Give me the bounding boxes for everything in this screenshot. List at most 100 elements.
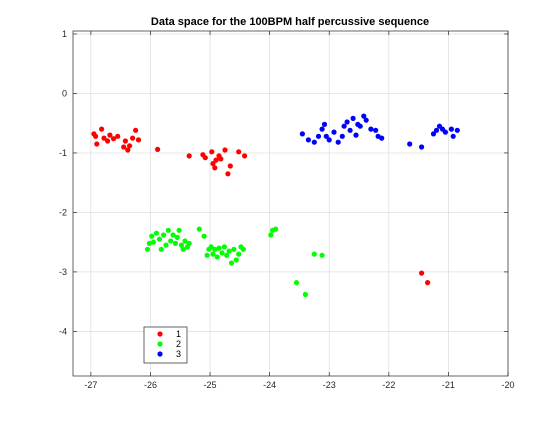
- data-point: [339, 133, 345, 139]
- x-tick-label: -21: [442, 380, 455, 390]
- data-point: [222, 147, 228, 153]
- data-point: [305, 137, 311, 143]
- series-2: [144, 226, 325, 298]
- y-tick-label: -4: [59, 326, 67, 336]
- data-point: [293, 280, 300, 286]
- data-point: [368, 126, 374, 132]
- data-point: [168, 238, 174, 244]
- data-point: [233, 257, 239, 263]
- data-point: [156, 236, 162, 242]
- data-point: [150, 239, 156, 245]
- data-point: [419, 270, 425, 276]
- data-point: [454, 127, 460, 133]
- data-point: [186, 153, 192, 159]
- data-point: [176, 227, 182, 233]
- data-point: [202, 155, 208, 161]
- data-point: [214, 254, 220, 260]
- data-point: [165, 227, 171, 233]
- data-point: [144, 246, 151, 252]
- data-point: [319, 252, 325, 258]
- data-points: [91, 113, 460, 298]
- data-point: [209, 149, 215, 155]
- legend[interactable]: 123: [143, 326, 188, 364]
- data-point: [350, 115, 356, 121]
- data-point: [105, 138, 111, 144]
- data-point: [115, 133, 121, 139]
- data-point: [153, 230, 159, 236]
- data-point: [93, 133, 99, 139]
- data-point: [236, 149, 242, 155]
- x-tick-label: -23: [323, 380, 336, 390]
- x-tick-label: -26: [144, 380, 157, 390]
- data-point: [373, 127, 379, 133]
- data-point: [323, 133, 329, 139]
- data-point: [201, 233, 207, 239]
- data-point: [196, 226, 202, 232]
- data-point: [146, 240, 152, 246]
- legend-marker: [157, 331, 163, 337]
- data-point: [218, 156, 224, 162]
- data-point: [311, 251, 317, 257]
- data-point: [273, 226, 279, 232]
- y-tick-label: 1: [62, 29, 67, 39]
- data-point: [212, 246, 218, 252]
- data-point: [94, 141, 100, 147]
- data-point: [101, 135, 107, 141]
- data-point: [357, 123, 363, 129]
- data-point: [224, 252, 230, 258]
- y-tick-label: -2: [59, 207, 67, 217]
- data-point: [212, 165, 218, 171]
- data-point: [353, 132, 359, 138]
- data-point: [319, 126, 325, 132]
- data-point: [213, 157, 219, 163]
- data-point: [326, 137, 332, 143]
- data-point: [133, 127, 139, 133]
- legend-label: 3: [176, 349, 181, 359]
- data-point: [344, 119, 350, 125]
- data-point: [204, 252, 210, 258]
- data-point: [122, 138, 128, 144]
- grid-lines: [73, 31, 509, 376]
- data-point: [170, 232, 176, 238]
- data-point: [130, 135, 136, 141]
- x-tick-label: -22: [382, 380, 395, 390]
- data-point: [321, 121, 328, 127]
- data-point: [172, 240, 179, 246]
- data-point: [161, 232, 167, 238]
- data-point: [163, 242, 169, 248]
- data-point: [299, 131, 305, 137]
- legend-marker: [157, 341, 163, 347]
- data-point: [127, 143, 133, 149]
- data-point: [425, 280, 431, 286]
- legend-box: [143, 326, 188, 364]
- data-point: [107, 132, 113, 138]
- data-point: [433, 127, 440, 133]
- data-point: [335, 139, 341, 145]
- data-point: [363, 117, 369, 123]
- data-point: [227, 163, 233, 169]
- data-point: [448, 126, 454, 132]
- data-point: [180, 246, 186, 252]
- data-point: [135, 137, 142, 143]
- data-point: [240, 246, 246, 252]
- data-point: [231, 246, 237, 252]
- x-tick-label: -25: [204, 380, 217, 390]
- data-point: [302, 291, 308, 298]
- data-point: [442, 129, 448, 135]
- axis-ticks: -27 -26 -25 -24 -23 -22 -21 -20 1 0 -1 -2 -3 -4: [59, 29, 515, 390]
- legend-marker: [157, 351, 163, 357]
- data-point: [221, 244, 227, 250]
- data-point: [110, 136, 117, 142]
- legend-label: 1: [176, 329, 181, 339]
- data-point: [407, 141, 413, 147]
- data-point: [268, 232, 274, 238]
- data-point: [450, 133, 456, 139]
- y-tick-label: -1: [59, 148, 67, 158]
- data-point: [216, 245, 222, 251]
- data-point: [178, 242, 185, 248]
- data-point: [226, 248, 232, 254]
- data-point: [347, 127, 353, 133]
- data-point: [125, 147, 131, 153]
